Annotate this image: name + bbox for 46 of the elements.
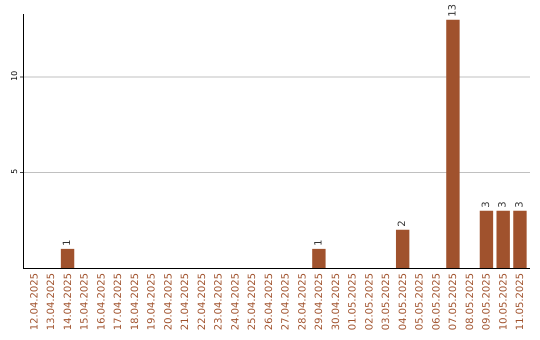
x-tick-label: 07.05.2025 bbox=[448, 273, 460, 330]
x-tick-label: 18.04.2025 bbox=[130, 273, 141, 330]
x-tick-label: 04.05.2025 bbox=[398, 273, 409, 330]
data-label: 2 bbox=[397, 220, 408, 227]
x-tick-label: 30.04.2025 bbox=[330, 273, 342, 330]
y-tick-label: 5 bbox=[10, 168, 19, 174]
y-tick-label: 10 bbox=[10, 70, 19, 81]
bar bbox=[312, 248, 326, 268]
data-label: 1 bbox=[313, 240, 324, 246]
x-tick-label: 19.04.2025 bbox=[146, 273, 158, 330]
x-tick-label: 27.04.2025 bbox=[280, 273, 292, 330]
x-tick-label: 24.04.2025 bbox=[230, 273, 242, 330]
bar bbox=[480, 210, 494, 268]
bar bbox=[496, 210, 510, 268]
x-tick-label: 14.04.2025 bbox=[62, 273, 74, 330]
x-tick-label: 17.04.2025 bbox=[113, 273, 124, 330]
bar bbox=[60, 248, 74, 268]
x-tick-label: 08.05.2025 bbox=[464, 273, 476, 330]
x-tick-label: 29.04.2025 bbox=[314, 273, 326, 330]
x-tick-label: 11.05.2025 bbox=[515, 273, 526, 330]
data-label: 3 bbox=[480, 201, 492, 208]
bar bbox=[396, 230, 410, 268]
bar bbox=[513, 210, 527, 268]
x-tick-label: 23.04.2025 bbox=[214, 273, 225, 330]
x-tick-label: 13.04.2025 bbox=[46, 273, 58, 330]
x-tick-label: 10.05.2025 bbox=[498, 273, 510, 330]
x-tick-label: 02.05.2025 bbox=[364, 273, 376, 330]
x-tick-label: 12.04.2025 bbox=[29, 273, 40, 330]
data-label: 3 bbox=[498, 201, 509, 208]
data-label: 13 bbox=[447, 4, 458, 17]
data-label: 1 bbox=[62, 240, 74, 246]
x-tick-label: 25.04.2025 bbox=[247, 273, 258, 330]
x-tick-label: 22.04.2025 bbox=[196, 273, 208, 330]
x-tick-label: 03.05.2025 bbox=[381, 273, 392, 330]
x-tick-label: 16.04.2025 bbox=[96, 273, 108, 330]
x-tick-label: 05.05.2025 bbox=[414, 273, 426, 330]
x-tick-label: 21.04.2025 bbox=[180, 273, 192, 330]
x-tick-label: 26.04.2025 bbox=[264, 273, 275, 330]
bar bbox=[446, 20, 460, 268]
x-tick-label: 28.04.2025 bbox=[297, 273, 308, 330]
x-tick-label: 06.05.2025 bbox=[431, 273, 442, 330]
x-tick-label: 01.05.2025 bbox=[348, 273, 359, 330]
x-tick-label: 20.04.2025 bbox=[163, 273, 174, 330]
x-tick-label: 09.05.2025 bbox=[482, 273, 493, 330]
x-tick-label: 15.04.2025 bbox=[80, 273, 91, 330]
data-label: 3 bbox=[514, 201, 526, 208]
